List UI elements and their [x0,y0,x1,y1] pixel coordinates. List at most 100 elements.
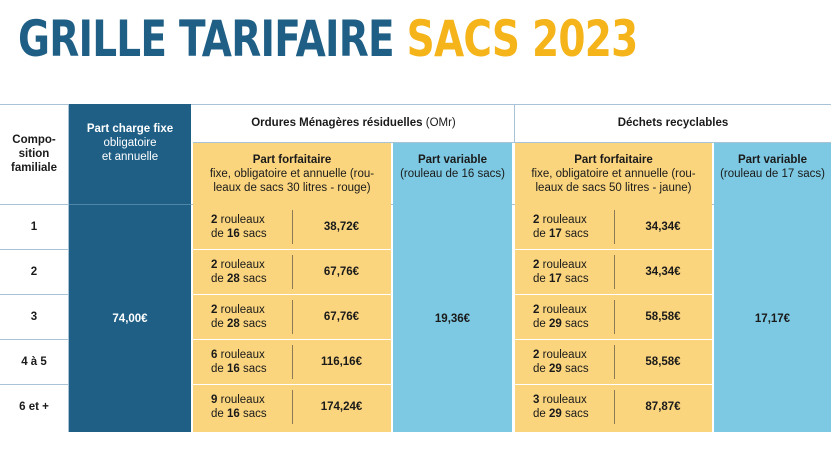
dr-price: 34,34€ [645,266,681,278]
dr-cell-divider [614,390,615,424]
omr-price: 67,76€ [323,311,360,323]
omr-bags-prefix: de [211,273,224,285]
dr-bags: 29 [549,363,562,375]
omr-forfait-row: 6 rouleaux de 16 sacs 116,16€ [193,340,391,384]
row-sep [515,339,712,340]
omr-variable-header: Part variable (rouleau de 16 sacs) [393,143,512,204]
omr-group-main: Ordures Ménagères résiduelles [251,117,423,129]
dr-rolls: 2 [533,304,540,316]
omr-price: 116,16€ [321,356,362,368]
omr-forfait-header: Part forfaitaire fixe, obligatoire et an… [193,143,391,204]
fixe-header: Part charge fixe obligatoire et annuelle [69,104,191,204]
composition-header: Compo- sition familiale [10,134,58,174]
row-sep [0,339,68,340]
omr-bags-unit: sacs [243,228,267,240]
omr-variable-column [393,143,512,432]
row-sep [515,294,712,295]
title-part2: SACS 2023 [406,10,639,68]
dr-bags: 29 [549,408,562,420]
omr-group-abbr: (OMr) [422,117,456,129]
omr-group-header: Ordures Ménagères résiduelles (OMr) [193,104,514,142]
omr-bags-prefix: de [211,318,224,330]
composition-cell: 6 et + [19,401,49,413]
composition-cell: 3 [30,311,38,323]
dr-variable-header: Part variable (rouleau de 17 sacs) [714,143,831,204]
omr-forfait-row: 2 rouleaux de 28 sacs 67,76€ [193,250,391,294]
fixe-header-divider [69,204,191,205]
omr-quantity: 2 rouleaux de 28 sacs [193,250,292,294]
omr-rolls-unit: rouleaux [220,259,265,271]
omr-forfait-sub: fixe, obligatoire et annuelle (rou- leau… [209,167,375,194]
row-sep [515,249,712,250]
omr-bags: 28 [227,318,240,330]
omr-quantity: 6 rouleaux de 16 sacs [193,340,292,384]
dr-variable-column [714,143,831,432]
dr-forfait-row: 2 rouleaux de 17 sacs 34,34€ [515,205,712,249]
dr-quantity: 2 rouleaux de 29 sacs [515,340,614,384]
omr-forfait-row: 2 rouleaux de 28 sacs 67,76€ [193,295,391,339]
row-sep [515,384,712,385]
composition-cell: 2 [30,266,38,278]
omr-quantity: 2 rouleaux de 16 sacs [193,205,292,249]
omr-cell-divider [292,210,293,244]
row-sep [0,384,68,385]
title-part1: GRILLE TARIFAIRE [18,10,395,68]
omr-bags: 16 [227,363,240,375]
row-sep [193,339,391,340]
dr-forfait-row: 2 rouleaux de 29 sacs 58,58€ [515,340,712,384]
dr-forfait-sub: fixe, obligatoire et annuelle (rou- leau… [531,167,696,194]
dr-price: 87,87€ [645,401,681,413]
row-sep [193,249,391,250]
dr-bags-unit: sacs [565,273,589,285]
dr-bags-prefix: de [533,408,546,420]
omr-rolls-unit: rouleaux [220,394,265,406]
dr-group-header: Déchets recyclables [617,117,729,129]
dr-forfait-row: 3 rouleaux de 29 sacs 87,87€ [515,385,712,429]
dr-rolls: 2 [533,349,540,361]
dr-rolls-unit: rouleaux [542,394,587,406]
omr-rolls: 6 [211,349,218,361]
col-divider-groups [514,104,515,142]
omr-rolls: 9 [211,394,218,406]
dr-variable-title: Part variable [737,153,808,166]
omr-bags: 16 [227,408,240,420]
omr-cell-divider [292,255,293,289]
omr-bags-unit: sacs [243,363,267,375]
omr-rolls-unit: rouleaux [220,214,265,226]
dr-rolls-unit: rouleaux [542,349,587,361]
dr-cell-divider [614,300,615,334]
dr-bags-unit: sacs [565,363,589,375]
dr-bags-unit: sacs [565,228,589,240]
dr-bags: 29 [549,318,562,330]
dr-forfait-header: Part forfaitaire fixe, obligatoire et an… [515,143,712,204]
dr-cell-divider [614,345,615,379]
dr-quantity: 2 rouleaux de 17 sacs [515,250,614,294]
omr-forfait-row: 2 rouleaux de 16 sacs 38,72€ [193,205,391,249]
omr-bags: 16 [227,228,240,240]
omr-quantity: 2 rouleaux de 28 sacs [193,295,292,339]
omr-bags-unit: sacs [243,318,267,330]
dr-forfait-column [515,143,712,432]
dr-rolls: 2 [533,259,540,271]
omr-variable-title: Part variable [417,153,488,166]
dr-rolls-unit: rouleaux [542,304,587,316]
dr-price: 34,34€ [645,221,681,233]
omr-rolls: 2 [211,304,218,316]
dr-bags-unit: sacs [565,408,589,420]
dr-bags-prefix: de [533,273,546,285]
fixe-header-sub: obligatoire et annuelle [101,137,159,163]
omr-rolls-unit: rouleaux [220,304,265,316]
omr-rolls-unit: rouleaux [220,349,265,361]
omr-forfait-row: 9 rouleaux de 16 sacs 174,24€ [193,385,391,429]
dr-cell-divider [614,210,615,244]
dr-quantity: 2 rouleaux de 29 sacs [515,295,614,339]
omr-bags-unit: sacs [243,273,267,285]
dr-rolls-unit: rouleaux [542,214,587,226]
group-header-border [193,142,831,143]
omr-quantity: 9 rouleaux de 16 sacs [193,385,292,429]
row-sep [0,294,68,295]
composition-cell: 4 à 5 [21,356,47,368]
omr-cell-divider [292,390,293,424]
col-divider-1 [68,104,69,432]
dr-bags: 17 [549,273,562,285]
